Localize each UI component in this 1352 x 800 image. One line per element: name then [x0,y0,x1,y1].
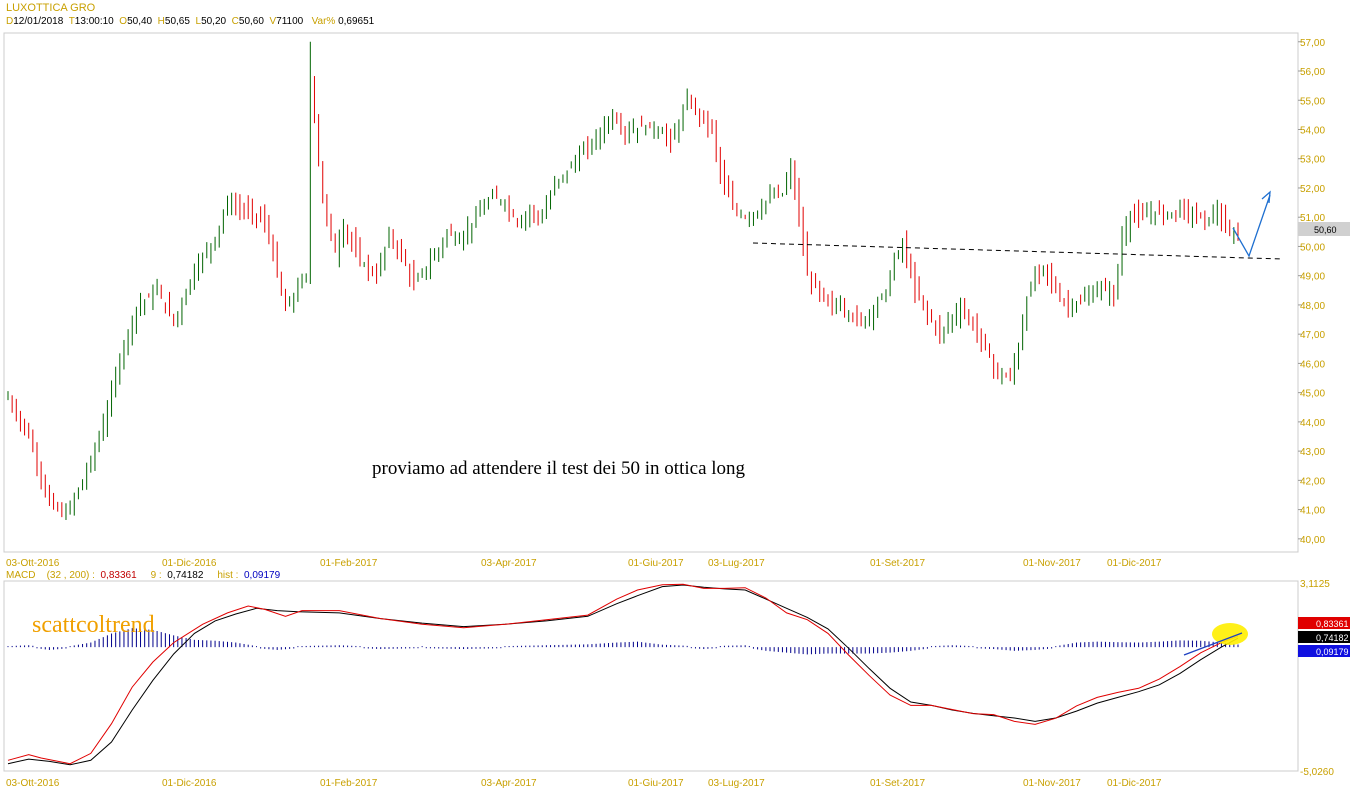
support-trendline [752,242,1283,260]
y-tick-label: 57,00 [1300,38,1325,49]
x-tick-label: 01-Dic-2017 [1107,558,1162,569]
low-label: L [195,16,202,27]
macd-value-label: 0,83361 [1316,619,1349,629]
macd-x-axis: 03-Ott-2016 01-Dic-2016 01-Feb-2017 03-Apr-… [6,778,1162,789]
arrow-head-icon [1261,190,1271,204]
y-tick-label: 42,00 [1300,476,1325,487]
y-tick-label: 47,00 [1300,330,1325,341]
x-tick-label: 01-Feb-2017 [320,558,378,569]
y-tick-label: 41,00 [1300,506,1325,517]
x-tick-label: 01-Giu-2017 [628,778,684,789]
x-tick-label: 01-Set-2017 [870,778,925,789]
price-panel [3,32,1299,553]
highlight-marker [1212,623,1248,645]
volume-label: V [269,16,277,27]
x-tick-label: 03-Ott-2016 [6,778,60,789]
chart-title: LUXOTTICA GRO [6,2,96,14]
quote-info-bar: D12/01/2018 T13:00:10 O50,40 H50,65 L50,… [6,16,374,27]
time-value: 13:00:10 [74,16,114,27]
hist-value-marker [1298,645,1350,657]
x-tick-label: 01-Nov-2017 [1023,558,1081,569]
macd-histogram [7,628,1239,655]
signal-arrow [1183,632,1243,656]
x-tick-label: 03-Ott-2016 [6,558,60,569]
var-label: Var% [311,16,336,27]
y-tick-label: 51,00 [1300,213,1325,224]
candlestick-series [7,41,1239,520]
high-value: 50,65 [164,16,190,27]
x-tick-label: 01-Dic-2016 [162,778,217,789]
y-tick-label: 54,00 [1300,125,1325,136]
y-tick-label: 55,00 [1300,96,1325,107]
price-x-axis: 03-Ott-2016 01-Dic-2016 01-Feb-2017 03-Apr-… [6,558,1162,569]
signal-label: 9 : [150,570,162,581]
x-tick-label: 01-Feb-2017 [320,778,378,789]
macd-name: MACD [6,570,36,581]
macd-ymin-label: -5,0260 [1300,767,1334,778]
y-tick-label: 49,00 [1300,272,1325,283]
y-tick-label: 40,00 [1300,535,1325,546]
time-label: T [68,16,75,27]
volume-value: 71100 [276,16,304,27]
y-tick-label: 56,00 [1300,67,1325,78]
date-label: D [6,16,14,27]
x-tick-label: 01-Dic-2016 [162,558,217,569]
var-value: 0,69651 [338,16,375,27]
signal-value-marker [1298,631,1350,643]
x-tick-label: 03-Apr-2017 [481,558,537,569]
macd-panel [3,580,1299,772]
y-tick-label: 48,00 [1300,301,1325,312]
date-value: 12/01/2018 [13,16,64,27]
x-tick-label: 01-Dic-2017 [1107,778,1162,789]
price-y-axis: 57,00 56,00 55,00 54,00 53,00 52,00 51,00 50,00… [1298,38,1325,546]
y-tick-label: 46,00 [1300,359,1325,370]
x-tick-label: 01-Set-2017 [870,558,925,569]
y-tick-label: 50,00 [1300,242,1325,253]
macd-line [7,583,1239,765]
y-tick-label: 52,00 [1300,184,1325,195]
signal-value: 0,74182 [167,570,204,581]
projection-arrow [1232,194,1271,258]
signal-value-label: 0,74182 [1316,633,1349,643]
macd-value-marker [1298,617,1350,629]
annotation-text: proviamo ad attendere il test dei 50 in … [372,458,746,479]
open-label: O [119,16,128,27]
x-tick-label: 01-Giu-2017 [628,558,684,569]
y-tick-label: 44,00 [1300,418,1325,429]
y-tick-label: 53,00 [1300,155,1325,166]
y-tick-label: 45,00 [1300,389,1325,400]
last-price-label: 50,60 [1314,225,1337,235]
open-value: 50,40 [127,16,153,27]
close-label: C [231,16,239,27]
x-tick-label: 03-Apr-2017 [481,778,537,789]
last-price-marker [1298,222,1350,236]
hist-value: 0,09179 [244,570,281,581]
close-value: 50,60 [238,16,264,27]
hist-value-label: 0,09179 [1316,647,1349,657]
signal-line [7,584,1239,766]
macd-value: 0,83361 [100,570,137,581]
y-tick-label: 43,00 [1300,447,1325,458]
x-tick-label: 03-Lug-2017 [708,778,765,789]
low-value: 50,20 [201,16,227,27]
macd-ymax-label: 3,1125 [1300,579,1330,590]
macd-info-bar: MACD (32 , 200) : 0,83361 9 : 0,74182 hi… [6,570,280,581]
high-label: H [157,16,165,27]
x-tick-label: 03-Lug-2017 [708,558,765,569]
hist-label: hist : [217,570,239,581]
x-tick-label: 01-Nov-2017 [1023,778,1081,789]
brand-watermark: scattcoltrend [32,612,155,638]
macd-params: (32 , 200) : [46,570,95,581]
